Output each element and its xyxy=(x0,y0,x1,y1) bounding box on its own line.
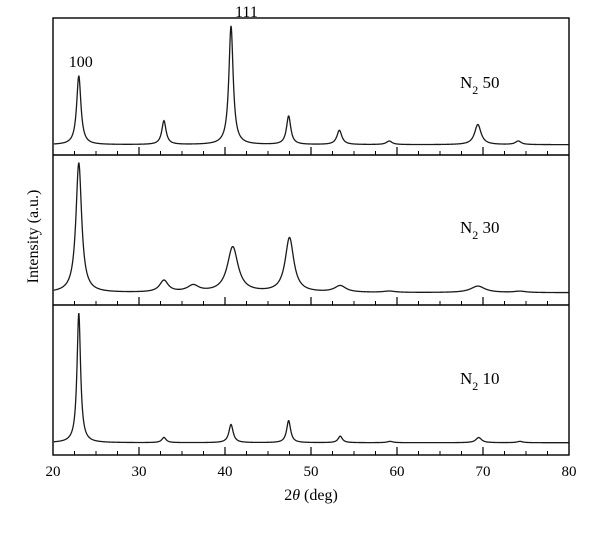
series-line-3 xyxy=(53,313,569,444)
panel-label-2: N2 30 xyxy=(460,218,500,242)
x-tick-label: 20 xyxy=(46,464,61,480)
x-tick-label: 40 xyxy=(218,464,233,480)
label-layer: 20 30 40 50 60 70 80 2θ (deg) Intensity (a.u.) N2… xyxy=(25,4,577,504)
series-line-1 xyxy=(53,25,569,146)
tick-layer xyxy=(74,147,548,455)
x-tick-label: 50 xyxy=(304,464,319,480)
panel-label-1: N2 50 xyxy=(460,73,500,97)
x-tick-label: 80 xyxy=(562,464,577,480)
series-line-2 xyxy=(53,162,569,294)
series-layer xyxy=(53,25,569,444)
peak-annotation-100: 100 xyxy=(69,54,93,71)
peak-annotation-111: 111 xyxy=(235,4,258,21)
x-axis-title: 2θ (deg) xyxy=(284,487,338,504)
y-axis-title: Intensity (a.u.) xyxy=(25,190,42,284)
panel-label-3: N2 10 xyxy=(460,369,500,393)
x-tick-label: 70 xyxy=(476,464,491,480)
x-tick-label: 30 xyxy=(132,464,147,480)
x-tick-label: 60 xyxy=(390,464,405,480)
